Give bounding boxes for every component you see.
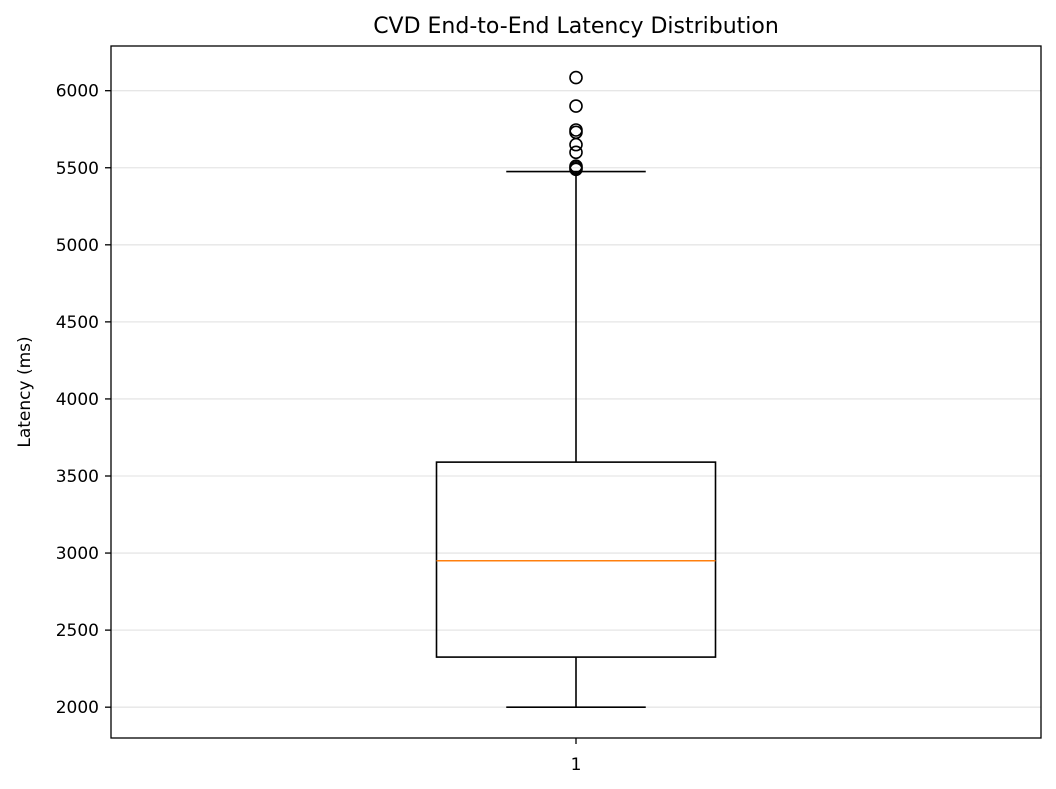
x-tick-label: 1 (571, 755, 582, 775)
y-tick-label: 4500 (56, 313, 99, 333)
y-tick-label: 5500 (56, 159, 99, 179)
y-tick-label: 2000 (56, 698, 99, 718)
y-axis-label: Latency (ms) (15, 336, 35, 447)
x-axis: 1 (571, 738, 582, 775)
outlier-point (569, 123, 583, 137)
chart-title: CVD End-to-End Latency Distribution (373, 14, 779, 39)
y-axis: 2000 2500 3000 3500 4000 4500 5000 5500 6000 (56, 82, 111, 718)
outlier-point (569, 137, 583, 152)
y-tick-label: 4000 (56, 390, 99, 410)
y-tick-label: 3500 (56, 467, 99, 487)
iqr-box (435, 461, 717, 658)
outlier-point (569, 145, 583, 160)
outlier-point (569, 159, 583, 174)
outlier-point (569, 70, 583, 85)
y-tick-label: 6000 (56, 82, 99, 102)
boxes-layer (435, 70, 717, 708)
y-tick-label: 3000 (56, 544, 99, 564)
y-tick-label: 2500 (56, 621, 99, 641)
outlier-point (569, 99, 583, 113)
y-tick-label: 5000 (56, 236, 99, 256)
